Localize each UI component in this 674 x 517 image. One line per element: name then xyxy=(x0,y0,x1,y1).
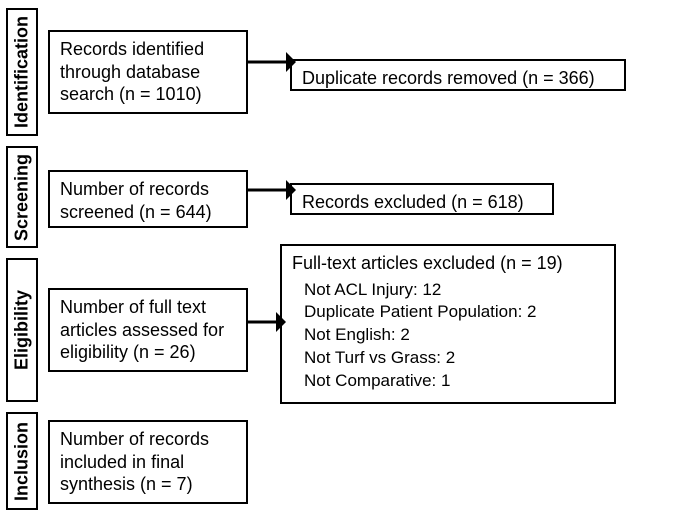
stage-identification: Identification xyxy=(6,8,38,136)
stage-eligibility: Eligibility xyxy=(6,258,38,402)
box-text-line: synthesis (n = 7) xyxy=(60,473,236,496)
stage-inclusion: Inclusion xyxy=(6,412,38,510)
box-fulltext-excluded: Full-text articles excluded (n = 19) Not … xyxy=(280,244,616,404)
box-text-line: screened (n = 644) xyxy=(60,201,236,224)
exclusion-reason-item: Not Turf vs Grass: 2 xyxy=(304,347,604,370)
box-text-line: Records excluded (n = 618) xyxy=(302,191,542,214)
box-text-line: included in final xyxy=(60,451,236,474)
box-records-identified: Records identifiedthrough databasesearch… xyxy=(48,30,248,114)
box-text-line: search (n = 1010) xyxy=(60,83,236,106)
arrow-screened-to-excluded xyxy=(248,178,298,202)
box-fulltext-assessed: Number of full textarticles assessed for… xyxy=(48,288,248,372)
box-text-line: Duplicate records removed (n = 366) xyxy=(302,67,614,90)
exclusion-reasons: Not ACL Injury: 12Duplicate Patient Popu… xyxy=(292,279,604,394)
exclusion-reason-item: Not ACL Injury: 12 xyxy=(304,279,604,302)
box-text-line: Records identified xyxy=(60,38,236,61)
box-text-line: Number of records xyxy=(60,428,236,451)
exclusion-reason-item: Duplicate Patient Population: 2 xyxy=(304,301,604,324)
arrow-assessed-to-fulltext-excluded xyxy=(248,310,288,334)
box-text-line: articles assessed for xyxy=(60,319,236,342)
box-text-line: eligibility (n = 26) xyxy=(60,341,236,364)
box-title: Full-text articles excluded (n = 19) xyxy=(292,252,604,275)
exclusion-reason-item: Not English: 2 xyxy=(304,324,604,347)
box-text-line: Number of records xyxy=(60,178,236,201)
exclusion-reason-item: Not Comparative: 1 xyxy=(304,370,604,393)
box-text-line: Number of full text xyxy=(60,296,236,319)
box-included: Number of recordsincluded in finalsynthe… xyxy=(48,420,248,504)
box-duplicates-removed: Duplicate records removed (n = 366) xyxy=(290,59,626,91)
arrow-identified-to-duplicates xyxy=(248,50,298,74)
stage-screening: Screening xyxy=(6,146,38,248)
box-text-line: through database xyxy=(60,61,236,84)
box-records-excluded: Records excluded (n = 618) xyxy=(290,183,554,215)
box-records-screened: Number of recordsscreened (n = 644) xyxy=(48,170,248,228)
